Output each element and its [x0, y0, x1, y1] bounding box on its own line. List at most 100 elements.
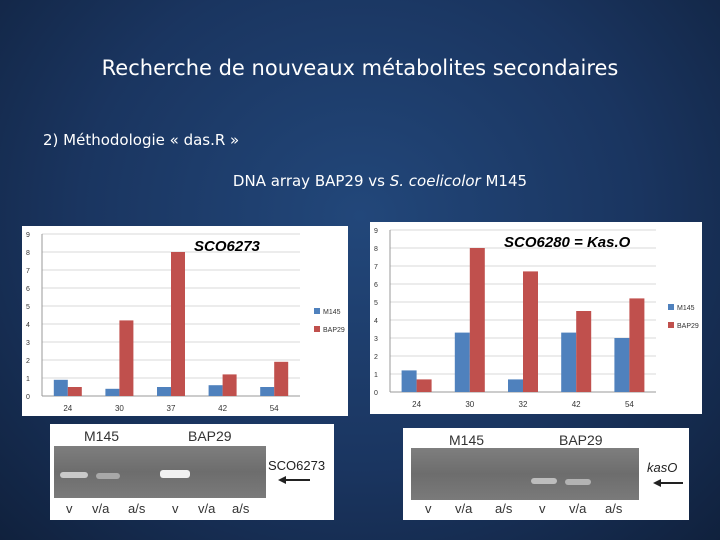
gel-band — [96, 473, 120, 479]
gel-lane-label: a/s — [605, 501, 623, 516]
bar-m145 — [401, 370, 417, 392]
x-tick-label: 24 — [412, 400, 421, 409]
y-tick-label: 1 — [374, 372, 378, 379]
gel-image — [411, 448, 639, 500]
arrow-left-icon — [653, 478, 661, 487]
y-tick-label: 4 — [26, 322, 30, 329]
legend-label: M145 — [677, 305, 695, 312]
slide-title: Recherche de nouveaux métabolites second… — [101, 56, 619, 80]
gel-strain-bap29: BAP29 — [188, 428, 232, 444]
bar-m145 — [105, 388, 120, 396]
bar-m145 — [208, 385, 223, 396]
chart-sco6280-title: SCO6280 = Kas.O — [504, 234, 631, 251]
chart-sco6280-plot: 0 1 2 3 4 5 6 7 8 9 24 30 32 42 54 M145 BAP29 — [374, 228, 699, 409]
gel-lane-label: v/a — [198, 501, 216, 516]
bar-bap29 — [523, 271, 538, 392]
legend-label: BAP29 — [323, 327, 345, 334]
y-tick-label: 5 — [26, 304, 30, 311]
y-tick-label: 2 — [374, 354, 378, 361]
bar-m145 — [260, 387, 275, 396]
y-tick-label: 2 — [26, 358, 30, 365]
y-tick-label: 9 — [26, 232, 30, 239]
chart-sco6280: 0 1 2 3 4 5 6 7 8 9 24 30 32 42 54 M145 BAP29 SCO6280 = … — [370, 222, 702, 414]
arrow-left-icon — [278, 475, 286, 484]
gel-band — [160, 470, 190, 478]
x-tick-label: 30 — [465, 400, 474, 409]
x-tick-label: 54 — [625, 400, 634, 409]
bar-bap29 — [119, 320, 134, 396]
y-tick-label: 7 — [374, 264, 378, 271]
gel-kaso: M145 BAP29 kasO v v/a a/s v v/a a/s — [403, 428, 689, 520]
legend-label: BAP29 — [677, 323, 699, 330]
x-tick-label: 24 — [63, 404, 72, 413]
legend-swatch — [314, 308, 320, 314]
y-tick-label: 9 — [374, 228, 378, 235]
bar-bap29 — [222, 374, 237, 396]
bar-bap29 — [629, 298, 645, 392]
bar-m145 — [508, 379, 523, 392]
legend-swatch — [668, 322, 674, 328]
gel-sco6273: M145 BAP29 SCO6273 v v/a a/s v v/a a/s — [50, 424, 334, 520]
slide-caption: DNA array BAP29 vs S. coelicolor M145 — [0, 172, 720, 190]
bar-m145 — [157, 387, 171, 396]
legend-swatch — [314, 326, 320, 332]
gel-lane-label: v — [66, 501, 73, 516]
gel-lane-label: v — [172, 501, 179, 516]
gel-lane-label: v — [539, 501, 546, 516]
gel-arrow — [284, 479, 310, 481]
bar-bap29 — [67, 387, 82, 396]
gel-image — [54, 446, 266, 498]
chart-sco6273-title: SCO6273 — [194, 238, 260, 255]
y-tick-label: 7 — [26, 268, 30, 275]
gel-band — [565, 479, 591, 485]
slide-subtitle: 2) Méthodologie « das.R » — [43, 131, 240, 149]
x-tick-label: 30 — [115, 404, 124, 413]
bar-m145 — [53, 379, 68, 396]
bar-bap29 — [416, 379, 432, 392]
gel-lane-label: v/a — [92, 501, 110, 516]
legend-swatch — [668, 304, 674, 310]
bar-bap29 — [171, 252, 185, 396]
y-tick-label: 8 — [374, 246, 378, 253]
x-tick-label: 54 — [270, 404, 279, 413]
caption-suffix: M145 — [480, 172, 528, 190]
gel-gene-label: kasO — [647, 460, 678, 475]
y-tick-label: 4 — [374, 318, 378, 325]
x-tick-label: 32 — [519, 400, 528, 409]
y-tick-label: 8 — [26, 250, 30, 257]
y-tick-label: 6 — [374, 282, 378, 289]
gel-lane-label: v — [425, 501, 432, 516]
gel-band — [531, 478, 557, 484]
x-tick-label: 42 — [572, 400, 581, 409]
y-tick-label: 6 — [26, 286, 30, 293]
bar-m145 — [454, 332, 470, 392]
caption-species: S. coelicolor — [389, 172, 481, 190]
bar-bap29 — [274, 361, 289, 396]
chart-sco6273-plot: 0 1 2 3 4 5 6 7 8 9 24 30 37 42 54 M145 BAP29 — [26, 232, 345, 413]
caption-prefix: DNA array BAP29 vs — [232, 172, 390, 190]
gel-strain-m145: M145 — [84, 428, 120, 444]
y-tick-label: 1 — [26, 376, 30, 383]
gel-arrow — [659, 482, 683, 484]
gel-gene-label: SCO6273 — [268, 458, 326, 473]
gel-lane-label: v/a — [455, 501, 473, 516]
y-tick-label: 3 — [374, 336, 378, 343]
gel-lane-label: a/s — [232, 501, 250, 516]
gel-band — [60, 472, 88, 478]
x-tick-label: 42 — [218, 404, 227, 413]
gel-lane-label: a/s — [495, 501, 513, 516]
gel-lane-label: v/a — [569, 501, 587, 516]
x-tick-label: 37 — [167, 404, 176, 413]
bar-bap29 — [576, 311, 592, 392]
bar-m145 — [561, 332, 577, 392]
gel-lane-label: a/s — [128, 501, 146, 516]
y-tick-label: 0 — [374, 390, 378, 397]
chart-sco6273: 0 1 2 3 4 5 6 7 8 9 24 30 37 42 54 M145 BAP29 SCO6273 — [22, 226, 348, 416]
gel-strain-bap29: BAP29 — [559, 432, 603, 448]
y-tick-label: 0 — [26, 394, 30, 401]
gel-strain-m145: M145 — [449, 432, 485, 448]
bar-bap29 — [469, 248, 485, 392]
bar-m145 — [614, 338, 630, 392]
legend-label: M145 — [323, 309, 341, 316]
y-tick-label: 3 — [26, 340, 30, 347]
